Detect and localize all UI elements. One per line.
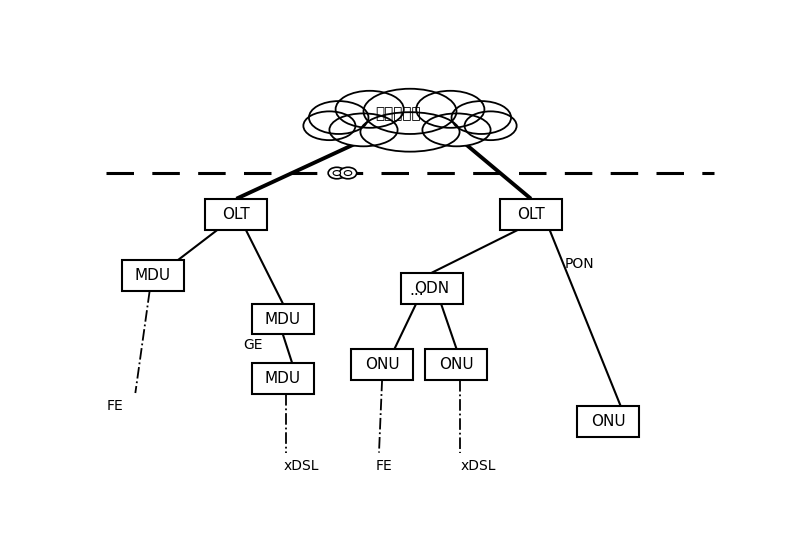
Text: xDSL: xDSL (284, 459, 319, 473)
Ellipse shape (416, 91, 485, 128)
FancyBboxPatch shape (351, 349, 413, 380)
Text: ONU: ONU (365, 357, 399, 372)
FancyBboxPatch shape (401, 273, 462, 304)
Text: MDU: MDU (134, 269, 170, 284)
Text: OLT: OLT (517, 207, 545, 222)
Ellipse shape (363, 89, 457, 134)
Ellipse shape (344, 170, 352, 176)
Text: GE: GE (243, 337, 263, 352)
FancyBboxPatch shape (252, 363, 314, 394)
Text: ODN: ODN (414, 281, 450, 296)
Text: OLT: OLT (222, 207, 250, 222)
Text: xDSL: xDSL (461, 459, 496, 473)
Ellipse shape (451, 101, 511, 134)
Ellipse shape (303, 112, 355, 140)
Text: FE: FE (107, 399, 124, 413)
Ellipse shape (333, 170, 341, 176)
Ellipse shape (330, 113, 398, 146)
Text: ONU: ONU (591, 414, 626, 429)
FancyBboxPatch shape (252, 304, 314, 334)
Text: FE: FE (375, 459, 392, 473)
FancyBboxPatch shape (122, 261, 184, 291)
Text: ...: ... (409, 282, 423, 298)
Text: 核心传输网: 核心传输网 (374, 106, 421, 121)
Text: ONU: ONU (439, 357, 474, 372)
Text: MDU: MDU (265, 311, 301, 326)
Ellipse shape (309, 101, 369, 134)
FancyBboxPatch shape (500, 199, 562, 230)
Ellipse shape (328, 167, 346, 179)
FancyBboxPatch shape (206, 199, 267, 230)
Text: MDU: MDU (265, 371, 301, 386)
Ellipse shape (339, 167, 357, 179)
Ellipse shape (422, 113, 490, 146)
FancyBboxPatch shape (578, 406, 639, 437)
Text: PON: PON (565, 256, 594, 271)
FancyBboxPatch shape (426, 349, 487, 380)
Ellipse shape (360, 112, 459, 152)
Ellipse shape (465, 112, 517, 140)
Ellipse shape (336, 91, 404, 128)
